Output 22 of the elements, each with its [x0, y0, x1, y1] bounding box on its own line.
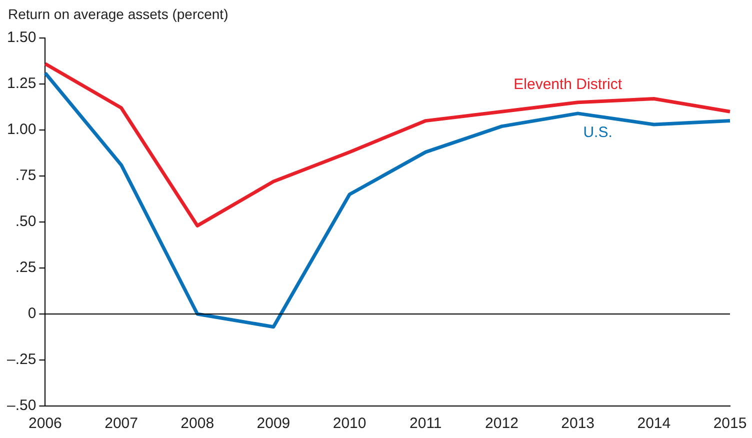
y-tick-label: .75 — [15, 167, 36, 184]
x-tick-label: 2015 — [713, 415, 747, 432]
x-tick-label: 2007 — [104, 415, 138, 432]
x-tick-label: 2012 — [485, 415, 518, 432]
series-label: Eleventh District — [514, 76, 623, 94]
y-tick-label: 0 — [28, 305, 36, 322]
x-tick-label: 2013 — [561, 415, 595, 432]
y-tick-label: 1.50 — [6, 29, 36, 46]
y-tick-label: .50 — [15, 213, 36, 230]
y-tick-label: –.25 — [6, 351, 36, 368]
y-tick-label: 1.25 — [6, 75, 36, 92]
y-tick-label: 1.00 — [6, 121, 36, 138]
x-tick-label: 2014 — [637, 415, 671, 432]
y-tick-label: .25 — [15, 259, 36, 276]
x-tick-label: 2010 — [332, 415, 366, 432]
x-tick-label: 2006 — [28, 415, 62, 432]
series-label: U.S. — [583, 124, 612, 142]
x-tick-label: 2009 — [256, 415, 290, 432]
y-tick-label: –.50 — [6, 397, 36, 414]
y-axis-title: Return on average assets (percent) — [8, 6, 228, 22]
x-tick-label: 2011 — [410, 415, 442, 432]
x-tick-label: 2008 — [180, 415, 214, 432]
